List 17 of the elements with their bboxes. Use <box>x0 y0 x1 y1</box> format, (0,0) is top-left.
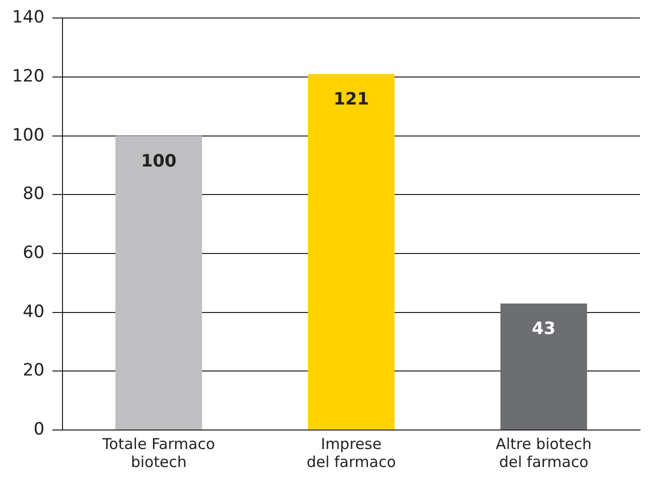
y-tick-label: 80 <box>22 184 44 204</box>
x-tick-label: Totale Farmaco biotech <box>101 434 216 471</box>
data-label: 100 <box>140 151 177 172</box>
y-tick-label: 140 <box>12 8 44 28</box>
data-label: 43 <box>532 318 556 339</box>
y-tick-label: 40 <box>22 302 44 322</box>
y-tick-label: 120 <box>12 66 44 86</box>
y-tick-label: 0 <box>34 419 44 440</box>
x-tick-label: Altre biotech del farmaco <box>496 434 592 471</box>
y-tick-label: 20 <box>22 360 44 381</box>
data-label: 121 <box>333 90 369 110</box>
bar <box>115 136 202 430</box>
bar <box>500 304 588 430</box>
bar <box>308 74 395 430</box>
x-tick-label: Imprese del farmaco <box>306 434 396 471</box>
y-tick-label: 60 <box>22 242 44 263</box>
y-tick-label: 100 <box>12 125 44 146</box>
